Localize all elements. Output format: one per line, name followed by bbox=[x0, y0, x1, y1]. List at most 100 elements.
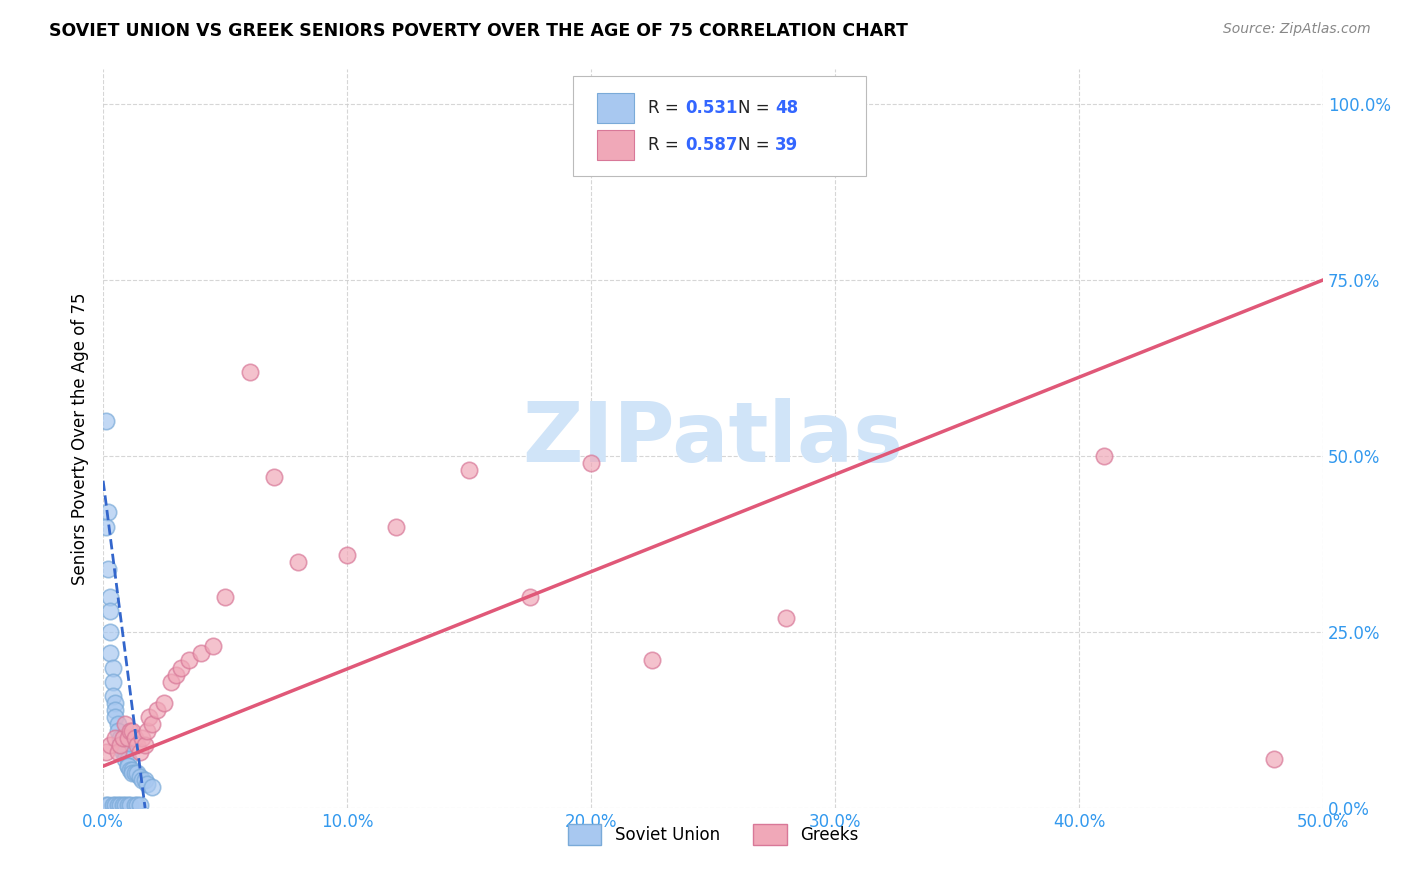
Point bbox=[519, 590, 541, 604]
Point bbox=[201, 640, 224, 654]
Point bbox=[121, 763, 143, 777]
Point bbox=[114, 752, 136, 766]
Point bbox=[100, 590, 122, 604]
Point bbox=[97, 562, 120, 576]
Text: Source: ZipAtlas.com: Source: ZipAtlas.com bbox=[1223, 22, 1371, 37]
Point bbox=[263, 470, 285, 484]
Point bbox=[136, 723, 159, 738]
Point bbox=[104, 797, 127, 812]
Point bbox=[107, 745, 129, 759]
Point bbox=[385, 519, 408, 533]
Point bbox=[111, 745, 134, 759]
Point bbox=[128, 770, 150, 784]
Point bbox=[101, 689, 124, 703]
Point bbox=[141, 780, 163, 795]
Point bbox=[238, 365, 260, 379]
Point bbox=[136, 777, 159, 791]
Point bbox=[97, 797, 120, 812]
Point bbox=[118, 723, 141, 738]
FancyBboxPatch shape bbox=[572, 76, 866, 176]
Text: 39: 39 bbox=[775, 136, 799, 153]
Text: N =: N = bbox=[738, 136, 775, 153]
Point bbox=[117, 797, 139, 812]
Point bbox=[1092, 449, 1115, 463]
Point bbox=[127, 766, 149, 780]
Point bbox=[641, 653, 664, 667]
Point bbox=[128, 797, 150, 812]
Point bbox=[177, 653, 200, 667]
Point bbox=[121, 723, 143, 738]
Point bbox=[131, 773, 153, 788]
Text: R =: R = bbox=[648, 136, 685, 153]
Text: N =: N = bbox=[738, 99, 775, 117]
Point bbox=[100, 625, 122, 640]
Point bbox=[107, 723, 129, 738]
Point bbox=[121, 766, 143, 780]
Point bbox=[108, 731, 131, 745]
Point bbox=[114, 717, 136, 731]
Point bbox=[114, 745, 136, 759]
Point bbox=[94, 414, 117, 428]
Point bbox=[458, 463, 481, 477]
Point bbox=[118, 763, 141, 777]
Point bbox=[287, 555, 309, 569]
Point bbox=[111, 797, 134, 812]
Point bbox=[108, 797, 131, 812]
Point bbox=[94, 797, 117, 812]
Point bbox=[104, 731, 127, 745]
Text: R =: R = bbox=[648, 99, 685, 117]
Point bbox=[117, 731, 139, 745]
Point bbox=[117, 752, 139, 766]
Point bbox=[117, 759, 139, 773]
Point bbox=[104, 703, 127, 717]
Point bbox=[108, 738, 131, 752]
Point bbox=[153, 696, 176, 710]
Point bbox=[127, 797, 149, 812]
Text: 48: 48 bbox=[775, 99, 799, 117]
Point bbox=[124, 766, 146, 780]
Text: ZIPatlas: ZIPatlas bbox=[523, 398, 904, 479]
Point bbox=[131, 731, 153, 745]
Point bbox=[170, 660, 193, 674]
Point bbox=[127, 738, 149, 752]
Point bbox=[138, 710, 160, 724]
Point bbox=[104, 696, 127, 710]
Point bbox=[101, 797, 124, 812]
Point bbox=[124, 731, 146, 745]
Point bbox=[100, 604, 122, 618]
Point bbox=[146, 703, 169, 717]
Point bbox=[214, 590, 236, 604]
Point bbox=[100, 647, 122, 661]
Point bbox=[94, 745, 117, 759]
Point bbox=[579, 456, 602, 470]
Point bbox=[1263, 752, 1285, 766]
Point bbox=[111, 731, 134, 745]
Point bbox=[107, 717, 129, 731]
Point bbox=[107, 797, 129, 812]
Text: SOVIET UNION VS GREEK SENIORS POVERTY OVER THE AGE OF 75 CORRELATION CHART: SOVIET UNION VS GREEK SENIORS POVERTY OV… bbox=[49, 22, 908, 40]
FancyBboxPatch shape bbox=[598, 130, 634, 160]
Text: 0.587: 0.587 bbox=[685, 136, 738, 153]
Point bbox=[190, 647, 212, 661]
Point bbox=[134, 773, 156, 788]
Point bbox=[94, 519, 117, 533]
Point bbox=[111, 738, 134, 752]
Point bbox=[100, 738, 122, 752]
Legend: Soviet Union, Greeks: Soviet Union, Greeks bbox=[568, 824, 858, 845]
Point bbox=[114, 797, 136, 812]
Point bbox=[118, 797, 141, 812]
Point bbox=[160, 674, 183, 689]
Point bbox=[117, 759, 139, 773]
Point bbox=[775, 611, 797, 625]
Text: 0.531: 0.531 bbox=[685, 99, 738, 117]
Point bbox=[336, 548, 359, 562]
Point bbox=[97, 506, 120, 520]
Point bbox=[124, 797, 146, 812]
Point bbox=[108, 738, 131, 752]
Y-axis label: Seniors Poverty Over the Age of 75: Seniors Poverty Over the Age of 75 bbox=[72, 293, 89, 585]
Point bbox=[128, 745, 150, 759]
Point bbox=[101, 660, 124, 674]
Point bbox=[104, 710, 127, 724]
Point bbox=[141, 717, 163, 731]
Point bbox=[134, 738, 156, 752]
